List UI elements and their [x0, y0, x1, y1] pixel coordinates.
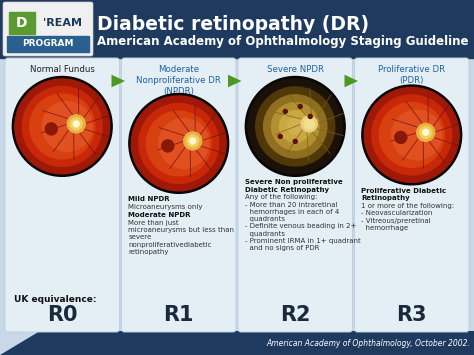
Circle shape	[30, 94, 95, 159]
Circle shape	[298, 104, 302, 108]
Circle shape	[139, 103, 219, 183]
Circle shape	[131, 96, 226, 191]
Text: Moderate
Nonproliferative DR
(NPDR): Moderate Nonproliferative DR (NPDR)	[137, 65, 221, 96]
Text: 'REAM: 'REAM	[43, 18, 82, 28]
Text: Mild NPDR: Mild NPDR	[128, 196, 170, 202]
Circle shape	[73, 121, 79, 127]
Text: - Neovascularization: - Neovascularization	[362, 210, 433, 216]
Text: 1 or more of the following:: 1 or more of the following:	[362, 203, 455, 209]
Circle shape	[46, 123, 57, 135]
Text: R3: R3	[396, 305, 427, 325]
Text: R0: R0	[47, 305, 78, 325]
Circle shape	[129, 93, 228, 193]
Circle shape	[67, 115, 85, 133]
FancyBboxPatch shape	[355, 58, 469, 332]
Text: Moderate NPDR: Moderate NPDR	[128, 212, 191, 218]
Circle shape	[392, 110, 442, 160]
Circle shape	[15, 79, 109, 174]
Text: Any of the following:: Any of the following:	[245, 194, 318, 200]
Bar	[0, 0, 474, 58]
Text: PROGRAM: PROGRAM	[22, 39, 74, 49]
Circle shape	[423, 130, 428, 135]
FancyBboxPatch shape	[121, 58, 236, 332]
Text: D: D	[16, 16, 28, 30]
Circle shape	[22, 87, 102, 166]
Circle shape	[184, 132, 202, 150]
Text: American Academy of Ophthalmology, October 2002.: American Academy of Ophthalmology, Octob…	[266, 339, 470, 348]
Circle shape	[280, 111, 311, 142]
Circle shape	[417, 124, 435, 141]
Polygon shape	[0, 331, 474, 355]
Text: Proliferative DR
(PDR): Proliferative DR (PDR)	[378, 65, 445, 85]
Text: - Definite venous beading in 2+
  quadrants: - Definite venous beading in 2+ quadrant…	[245, 223, 356, 236]
FancyBboxPatch shape	[238, 58, 353, 332]
Circle shape	[12, 76, 112, 176]
FancyBboxPatch shape	[3, 2, 93, 56]
Text: Proliferative Diabetic
Retinopathy: Proliferative Diabetic Retinopathy	[362, 188, 447, 201]
Text: R1: R1	[164, 305, 194, 325]
Polygon shape	[228, 75, 241, 87]
Circle shape	[283, 109, 287, 114]
Text: More than just
microaneurysms but less than
severe
nonproliferativediabetic
reti: More than just microaneurysms but less t…	[128, 220, 235, 255]
Text: - Prominent IRMA in 1+ quadrant
  and no signs of PDR: - Prominent IRMA in 1+ quadrant and no s…	[245, 238, 361, 251]
Circle shape	[395, 131, 407, 143]
Bar	[9, 12, 35, 34]
FancyBboxPatch shape	[5, 58, 119, 332]
Circle shape	[146, 111, 211, 176]
Text: UK equivalence:: UK equivalence:	[14, 295, 97, 304]
Text: Normal Fundus: Normal Fundus	[30, 65, 95, 74]
Polygon shape	[111, 75, 125, 87]
Circle shape	[372, 95, 452, 175]
Polygon shape	[345, 75, 358, 87]
Circle shape	[162, 140, 174, 152]
Circle shape	[272, 103, 319, 150]
Circle shape	[278, 135, 283, 138]
Circle shape	[304, 119, 314, 129]
Circle shape	[293, 140, 297, 143]
Circle shape	[308, 114, 312, 119]
Bar	[7, 36, 89, 52]
Text: - More than 20 intraretinal
  hemorrhages in each of 4
  quadrants: - More than 20 intraretinal hemorrhages …	[245, 202, 339, 222]
Circle shape	[187, 135, 199, 147]
Circle shape	[362, 85, 462, 185]
Circle shape	[42, 102, 92, 151]
Circle shape	[256, 87, 335, 166]
Circle shape	[301, 116, 317, 132]
Text: Diabetic retinopathy (DR): Diabetic retinopathy (DR)	[97, 15, 369, 34]
Text: Severe NPDR: Severe NPDR	[267, 65, 324, 74]
Text: R2: R2	[280, 305, 310, 325]
Circle shape	[379, 103, 444, 167]
Circle shape	[248, 79, 343, 174]
Text: Microaneurysms only: Microaneurysms only	[128, 204, 203, 210]
Circle shape	[365, 87, 459, 182]
Circle shape	[264, 95, 327, 158]
Circle shape	[159, 119, 209, 168]
Circle shape	[70, 118, 82, 130]
Text: - Vitreous/preretinal
  hemorrhage: - Vitreous/preretinal hemorrhage	[362, 218, 431, 231]
Circle shape	[287, 119, 303, 134]
Circle shape	[190, 138, 196, 144]
Text: American Academy of Ophthalmology Staging Guideline: American Academy of Ophthalmology Stagin…	[97, 35, 468, 48]
Text: Severe Non proliferative
Diabetic Retinopathy: Severe Non proliferative Diabetic Retino…	[245, 179, 343, 192]
Circle shape	[420, 126, 432, 138]
Circle shape	[246, 76, 345, 176]
